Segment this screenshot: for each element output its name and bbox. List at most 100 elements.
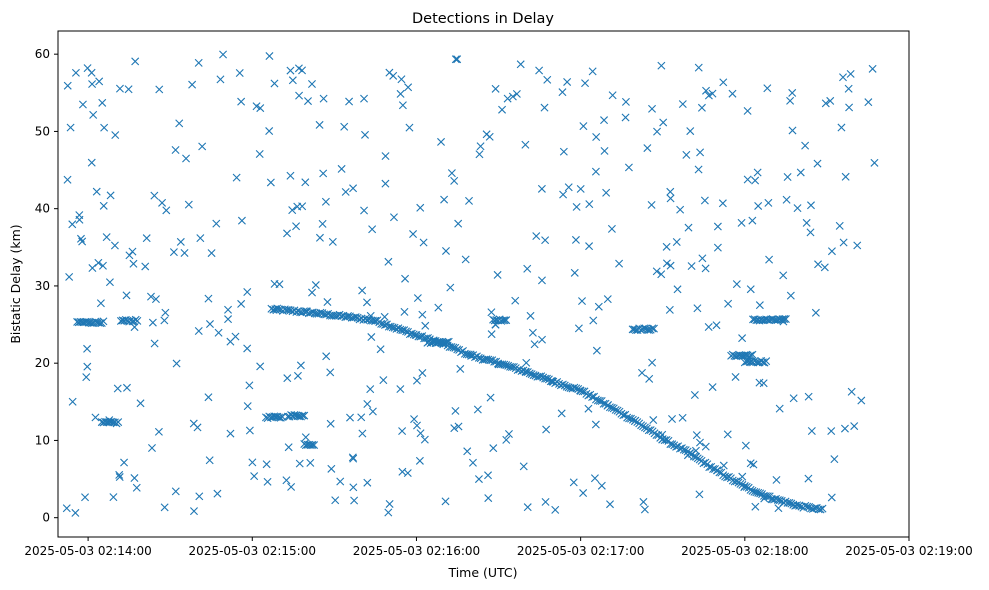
data-point — [588, 67, 597, 76]
data-point — [451, 406, 460, 415]
data-point — [98, 98, 107, 107]
data-point — [691, 446, 700, 455]
data-point — [169, 248, 178, 257]
data-point — [738, 472, 747, 481]
data-point — [99, 201, 108, 210]
data-point — [484, 471, 493, 480]
data-point — [600, 116, 609, 125]
data-point — [275, 413, 284, 422]
data-point — [401, 274, 410, 283]
data-point — [684, 223, 693, 232]
data-point — [62, 504, 71, 513]
data-point — [193, 423, 202, 432]
data-point — [542, 425, 551, 434]
data-point — [547, 376, 556, 385]
data-point — [195, 492, 204, 501]
data-point — [712, 321, 721, 330]
plot-frame — [57, 30, 910, 538]
x-axis-ticks: 2025-05-03 02:14:00 2025-05-03 02:15:00 20… — [24, 537, 973, 558]
data-point — [592, 346, 601, 355]
data-point — [780, 315, 789, 324]
data-point — [666, 261, 675, 270]
x-tick-label: 2025-05-03 02:16:00 — [353, 544, 480, 558]
data-point — [698, 254, 707, 263]
data-point — [450, 176, 459, 185]
data-point — [521, 140, 530, 149]
data-point — [396, 385, 405, 394]
data-point — [571, 235, 580, 244]
data-point — [306, 458, 315, 467]
data-point — [295, 91, 304, 100]
data-point — [176, 237, 185, 246]
data-point — [818, 504, 827, 513]
data-point — [537, 276, 546, 285]
data-point — [602, 188, 611, 197]
data-point — [701, 264, 710, 273]
data-point — [78, 237, 87, 246]
data-point — [184, 200, 193, 209]
data-point — [592, 132, 601, 141]
data-point — [868, 64, 877, 73]
data-point — [319, 94, 328, 103]
data-point — [512, 89, 521, 98]
data-point — [341, 187, 350, 196]
data-point — [485, 132, 494, 141]
data-point — [870, 158, 879, 167]
data-point — [250, 472, 259, 481]
data-point — [543, 75, 552, 84]
data-point — [840, 424, 849, 433]
data-point — [715, 468, 724, 477]
data-point — [415, 456, 424, 465]
y-tick-label: 10 — [35, 433, 50, 447]
data-point — [666, 187, 675, 196]
data-point — [360, 94, 369, 103]
data-point — [294, 64, 303, 73]
data-point — [243, 344, 252, 353]
data-point — [676, 205, 685, 214]
data-point — [692, 452, 701, 461]
data-point — [361, 130, 369, 139]
data-point — [752, 358, 761, 367]
data-point — [115, 473, 124, 482]
data-point — [802, 218, 811, 227]
data-point — [311, 281, 320, 290]
data-point — [141, 262, 150, 271]
data-point — [581, 79, 590, 88]
data-point — [349, 454, 358, 463]
chart-title: Detections in Delay — [412, 11, 554, 27]
data-point — [541, 497, 550, 506]
data-point — [243, 288, 252, 297]
y-tick-label: 30 — [35, 279, 50, 293]
data-point — [719, 461, 728, 470]
data-point — [638, 368, 646, 377]
data-point — [398, 427, 407, 436]
data-point — [235, 68, 244, 77]
data-point — [503, 94, 512, 103]
data-point — [348, 453, 357, 462]
data-point — [122, 383, 131, 392]
data-point — [607, 403, 616, 412]
data-point — [713, 222, 722, 231]
data-point — [830, 455, 839, 464]
data-point — [298, 202, 307, 211]
data-point — [653, 127, 662, 136]
data-point — [412, 376, 421, 385]
data-point — [175, 119, 184, 128]
data-point — [500, 316, 509, 325]
data-point — [155, 85, 164, 94]
data-point — [778, 315, 787, 324]
data-point — [120, 458, 129, 467]
data-point — [702, 86, 711, 95]
data-point — [821, 99, 830, 108]
data-point — [643, 144, 652, 153]
data-point — [212, 219, 221, 228]
data-point — [396, 89, 405, 98]
data-point — [318, 219, 327, 228]
data-point — [523, 264, 532, 273]
data-point — [116, 316, 125, 325]
data-point — [578, 387, 587, 396]
data-point — [404, 83, 413, 92]
data-point — [180, 248, 189, 257]
data-point — [668, 414, 677, 423]
data-point — [744, 357, 753, 366]
